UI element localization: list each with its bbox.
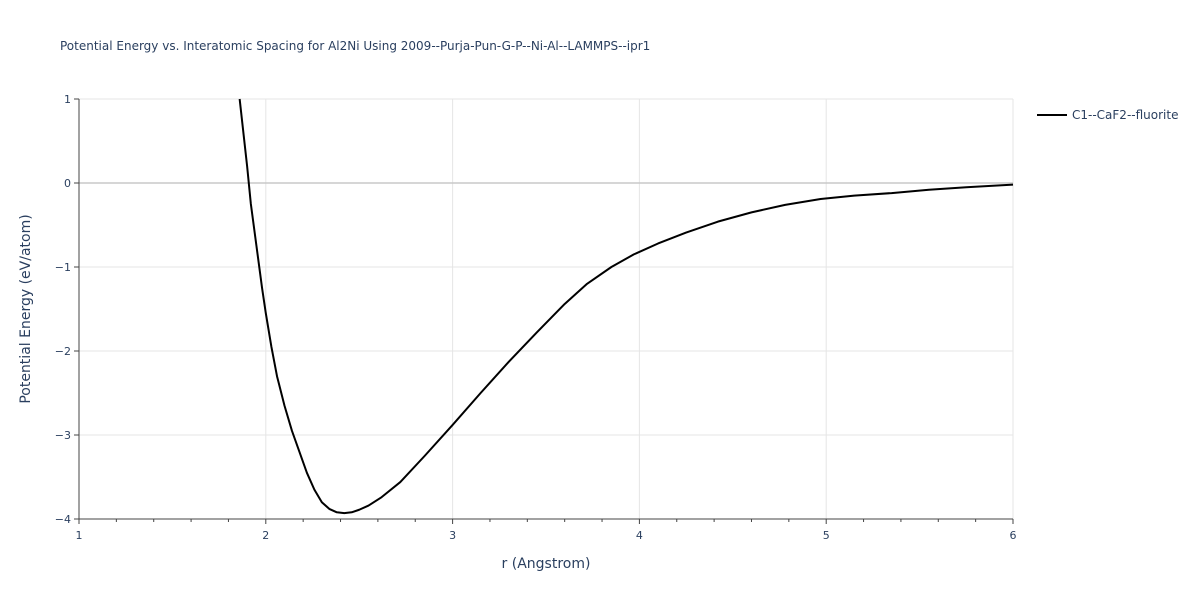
series-layer: [238, 98, 1014, 515]
y-tick-label: −2: [55, 345, 71, 358]
y-axis-label: Potential Energy (eV/atom): [18, 214, 34, 403]
x-tick-label: 3: [449, 529, 456, 542]
x-tick-label: 6: [1010, 529, 1017, 542]
y-tick-label: 1: [64, 93, 71, 106]
y-tick-labels: 1 0 −1 −2 −3 −4: [55, 93, 79, 526]
x-minor-ticks: [115, 519, 977, 522]
x-tick-label: 4: [636, 529, 643, 542]
y-tick-label: −1: [55, 261, 71, 274]
legend[interactable]: C1--CaF2--fluorite: [1037, 108, 1178, 122]
y-tick-label: −3: [55, 429, 71, 442]
grid: [78, 98, 1014, 520]
legend-label: C1--CaF2--fluorite: [1072, 108, 1178, 122]
series-line[interactable]: [238, 98, 1014, 515]
x-tick-labels: 1 2 3 4 5 6: [76, 519, 1017, 542]
x-tick-label: 2: [262, 529, 269, 542]
y-tick-label: −4: [55, 513, 71, 526]
x-tick-label: 5: [823, 529, 830, 542]
x-tick-label: 1: [76, 529, 83, 542]
chart-title: Potential Energy vs. Interatomic Spacing…: [60, 39, 650, 53]
x-axis-label: r (Angstrom): [502, 556, 591, 572]
y-tick-label: 0: [64, 177, 71, 190]
